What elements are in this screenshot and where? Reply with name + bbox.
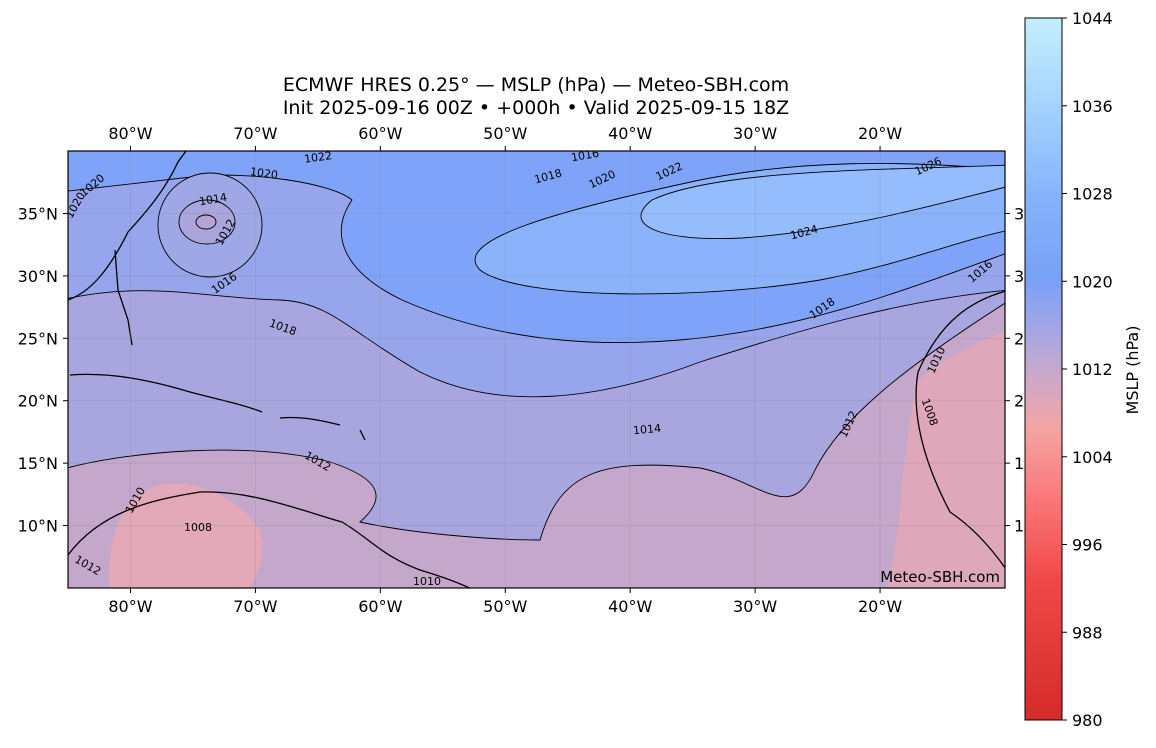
colorbar-tick-label: 1020 [1072, 272, 1113, 291]
field-low [68, 302, 1005, 588]
map-frame [67, 150, 1006, 589]
y-tick-label: 25°N [18, 329, 58, 348]
colorbar-tick-label: 996 [1072, 536, 1103, 555]
contour-label: 1020 [249, 165, 279, 182]
colorbar [1024, 17, 1063, 721]
colorbar-tick-label: 1004 [1072, 448, 1113, 467]
coastline [68, 491, 472, 588]
x-tick-label: 50°W [483, 124, 527, 143]
contour-label: 1014 [198, 191, 228, 209]
contour-label: 1008 [184, 521, 212, 534]
colorbar-tick-label: 1028 [1072, 185, 1113, 204]
x-tick-label: 40°W [608, 597, 652, 616]
x-tick-label: 70°W [233, 597, 277, 616]
x-tick-label: 80°W [108, 124, 152, 143]
y-tick-label: 15°N [18, 454, 58, 473]
colorbar-tick-label: 980 [1072, 711, 1103, 730]
title-line: ECMWF HRES 0.25° — MSLP (hPa) — Meteo-SB… [283, 74, 789, 96]
x-tick-label: 40°W [608, 124, 652, 143]
x-tick-label: 60°W [358, 124, 402, 143]
y-tick-label: 35°N [18, 204, 58, 223]
watermark: Meteo-SBH.com [880, 568, 1000, 586]
colorbar-label: MSLP (hPa) [1123, 326, 1142, 415]
graticule [68, 151, 1005, 588]
x-tick-label: 60°W [358, 597, 402, 616]
field-highest [640, 164, 1005, 240]
colorbar-tick-label: 988 [1072, 623, 1103, 642]
contour-label: 1014 [633, 422, 662, 437]
x-tick-label: 20°W [858, 124, 902, 143]
coastline [69, 373, 366, 441]
y-tick-label: 10°N [18, 517, 58, 536]
field-low-center [195, 214, 217, 230]
x-tick-label: 30°W [733, 597, 777, 616]
colorbar-tick-label: 1044 [1072, 9, 1113, 28]
coastline [68, 151, 187, 301]
field-lower [887, 331, 1005, 588]
contour-label: 1022 [303, 149, 333, 166]
x-tick-label: 30°W [733, 124, 777, 143]
colorbar-tick-label: 1036 [1072, 97, 1113, 116]
field-lower [109, 483, 263, 588]
x-tick-label: 70°W [233, 124, 277, 143]
x-tick-label: 80°W [108, 597, 152, 616]
coastline [114, 249, 133, 346]
x-tick-label: 50°W [483, 597, 527, 616]
y-tick-label: 20°N [18, 392, 58, 411]
y-tick-label: 30°N [18, 267, 58, 286]
title-line: Init 2025-09-16 00Z • +000h • Valid 2025… [283, 97, 789, 119]
colorbar-tick-label: 1012 [1072, 360, 1113, 379]
coastline [915, 290, 1005, 569]
contour-label: 1010 [413, 575, 441, 588]
colorbar-ticks: 980 988 996 1004 1012 1020 1028 1036 1044 [1062, 9, 1113, 730]
x-tick-label: 20°W [858, 597, 902, 616]
